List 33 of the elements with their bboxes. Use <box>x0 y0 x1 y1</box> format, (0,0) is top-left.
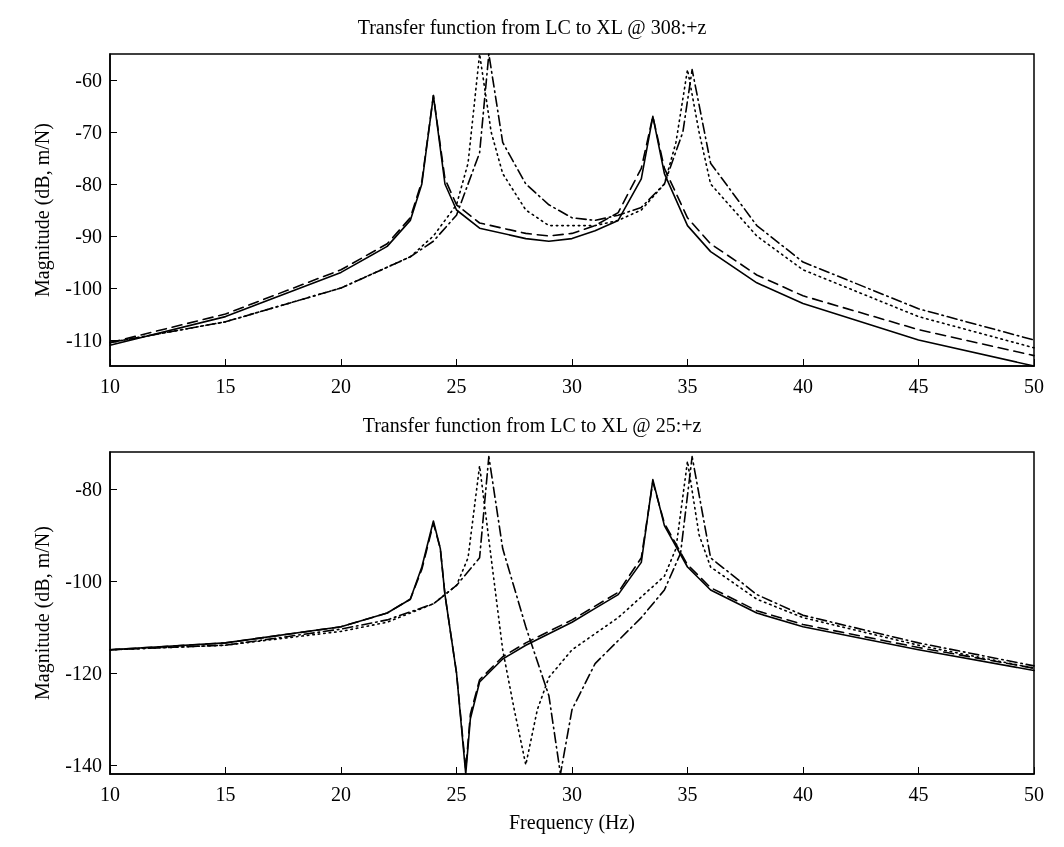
y-tick-label: -100 <box>65 569 102 592</box>
y-tick-label: -110 <box>66 329 102 351</box>
x-tick-label: 35 <box>677 783 698 805</box>
y-axis-title: Magnitude (dB, m/N) <box>31 526 54 700</box>
x-tick-label: 30 <box>562 783 582 805</box>
x-tick-label: 15 <box>215 375 236 397</box>
y-tick-label: -100 <box>65 277 102 299</box>
x-tick-label: 30 <box>562 375 582 397</box>
x-tick-label: 45 <box>908 375 929 397</box>
y-axis-title: Magnitude (dB, m/N) <box>31 123 54 297</box>
chart-title: Transfer function from LC to XL @ 25:+z <box>362 414 702 437</box>
x-tick-label: 25 <box>446 783 467 805</box>
y-tick-label: -70 <box>75 121 102 143</box>
chart-title: Transfer function from LC to XL @ 308:+z <box>357 16 707 39</box>
y-tick-label: -80 <box>75 477 102 500</box>
y-tick-label: -120 <box>65 661 102 684</box>
y-tick-label: -90 <box>75 225 102 247</box>
x-tick-label: 25 <box>446 375 467 397</box>
y-tick-label: -60 <box>75 69 102 91</box>
x-tick-label: 45 <box>908 783 929 805</box>
x-axis-title: Frequency (Hz) <box>508 811 636 834</box>
x-tick-label: 40 <box>793 783 813 805</box>
x-tick-label: 10 <box>100 783 120 805</box>
y-tick-label: -140 <box>65 753 102 776</box>
x-tick-label: 50 <box>1024 783 1044 805</box>
x-tick-label: 35 <box>677 375 698 397</box>
x-tick-label: 20 <box>331 375 351 397</box>
x-tick-label: 40 <box>793 375 813 397</box>
x-tick-label: 20 <box>331 783 351 805</box>
x-tick-label: 50 <box>1024 375 1044 397</box>
y-tick-label: -80 <box>75 173 102 195</box>
x-tick-label: 10 <box>100 375 120 397</box>
x-tick-label: 15 <box>215 783 236 805</box>
